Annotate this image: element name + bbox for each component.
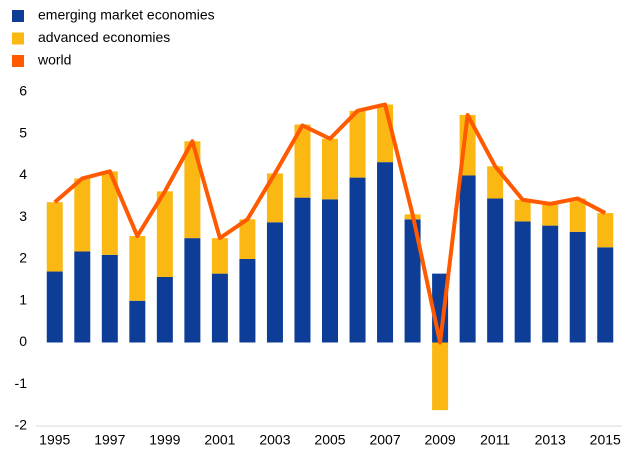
legend-swatch: [12, 55, 24, 67]
bar: [74, 251, 91, 343]
bar: [101, 254, 118, 343]
bar: [322, 138, 338, 200]
bar: [156, 276, 173, 343]
bar: [239, 219, 256, 259]
y-tick-label: -2: [15, 417, 28, 433]
bar: [432, 342, 449, 411]
x-tick-label: 1995: [39, 432, 70, 448]
legend-label: advanced economies: [38, 29, 170, 45]
bar: [156, 191, 173, 277]
bar: [349, 110, 366, 178]
y-tick-label: 4: [19, 166, 27, 182]
legend-swatch: [12, 10, 24, 22]
x-tick-label: 2013: [535, 432, 566, 448]
bar: [597, 213, 614, 248]
bar: [294, 124, 311, 198]
y-tick-label: -1: [15, 375, 28, 391]
bar: [542, 225, 559, 343]
bar: [514, 221, 531, 343]
x-tick-label: 2005: [314, 432, 345, 448]
bar: [569, 231, 586, 343]
bar: [46, 271, 63, 343]
x-tick-label: 2001: [204, 432, 235, 448]
y-tick-label: 3: [19, 208, 27, 224]
bar: [404, 219, 421, 343]
x-tick-label: 2009: [425, 432, 456, 448]
y-tick-label: 2: [19, 250, 27, 266]
bar: [46, 202, 63, 272]
bar: [211, 273, 228, 343]
bar: [294, 197, 311, 343]
bar: [487, 198, 504, 343]
line: [53, 102, 607, 345]
bar: [377, 162, 394, 343]
y-tick-label: 5: [19, 124, 27, 140]
bar: [129, 300, 146, 343]
bar: [514, 199, 531, 222]
x-tick-label: 2003: [259, 432, 290, 448]
bar: [211, 238, 228, 274]
bar: [569, 198, 586, 232]
legend-swatch: [12, 32, 24, 45]
legend-label: world: [37, 52, 71, 68]
bar: [266, 222, 283, 343]
bar: [487, 166, 504, 199]
x-tick-label: 1997: [94, 432, 125, 448]
bar: [542, 203, 559, 226]
bar: [349, 177, 366, 343]
bar: [597, 247, 614, 343]
x-tick-label: 1999: [149, 432, 180, 448]
bar: [239, 259, 256, 343]
y-tick-label: 1: [19, 291, 27, 307]
x-tick-label: 2007: [369, 432, 400, 448]
bar: [184, 141, 201, 239]
bar: [74, 178, 91, 252]
x-tick-label: 2015: [590, 432, 621, 448]
legend-label: emerging market economies: [38, 7, 215, 23]
bar: [129, 236, 146, 301]
bar: [322, 199, 338, 343]
bar: [101, 171, 118, 255]
x-tick-label: 2011: [480, 432, 510, 448]
bar: [459, 175, 476, 343]
bar: [266, 173, 283, 223]
y-tick-label: 6: [19, 83, 27, 99]
bar: [184, 238, 201, 343]
y-tick-label: 0: [19, 333, 27, 349]
